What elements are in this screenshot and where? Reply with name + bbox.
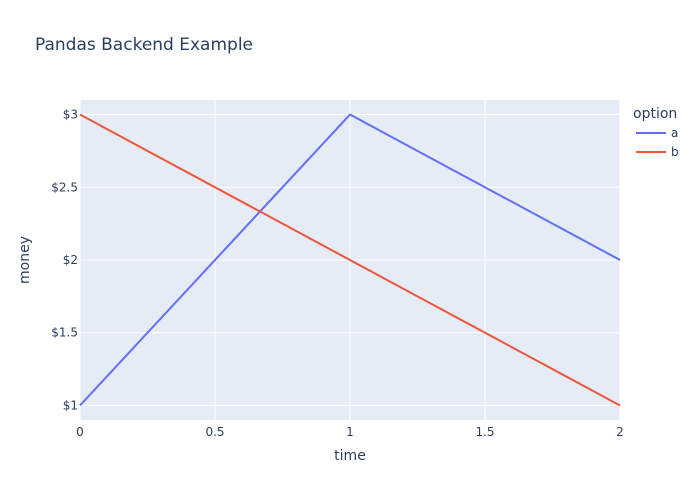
y-tick-label: $3 <box>63 108 78 122</box>
x-tick-label: 0 <box>76 425 84 439</box>
x-tick-label: 1 <box>346 425 354 439</box>
y-tick-label: $1 <box>63 398 78 412</box>
chart-title: Pandas Backend Example <box>35 35 253 55</box>
y-tick-label: $1.5 <box>51 326 78 340</box>
y-tick-label: $2.5 <box>51 180 78 194</box>
legend-label-b: b <box>671 145 679 159</box>
legend-item-b[interactable]: b <box>636 145 679 159</box>
y-tick-labels: $1 $1.5 $2 $2.5 $3 <box>51 108 78 413</box>
series-line-a <box>79 113 621 407</box>
y-axis-title: money <box>17 236 33 284</box>
x-tick-label: 2 <box>616 425 624 439</box>
legend: option a b <box>633 106 679 159</box>
x-tick-label: 0.5 <box>205 425 224 439</box>
series-line-b <box>79 113 621 407</box>
series-lines <box>79 113 621 407</box>
y-tick-label: $2 <box>63 253 78 267</box>
legend-title: option <box>633 106 677 122</box>
legend-item-a[interactable]: a <box>636 126 678 140</box>
legend-label-a: a <box>671 126 678 140</box>
x-axis-title: time <box>334 448 366 464</box>
x-tick-label: 1.5 <box>475 425 494 439</box>
x-tick-labels: 0 0.5 1 1.5 2 <box>76 425 624 439</box>
